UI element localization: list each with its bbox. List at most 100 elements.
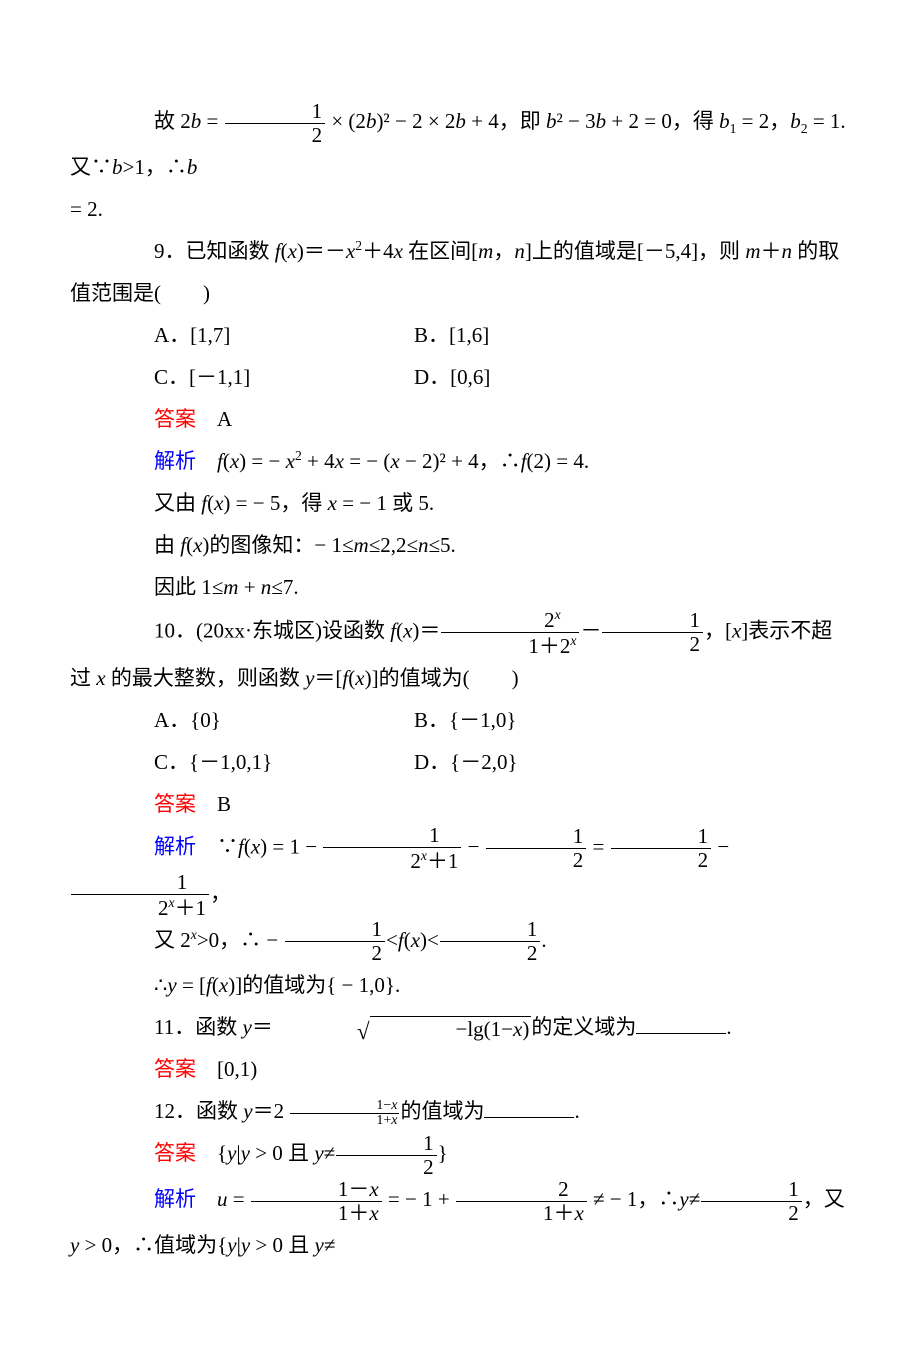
text: > 0 且 [250, 1233, 314, 1257]
q10-option-c: C．{－1,0,1} [154, 741, 414, 783]
text: = − [246, 449, 285, 473]
frac-half: 12 [486, 826, 587, 871]
text: ≤7. [271, 575, 298, 599]
text: 因此 1≤ [154, 575, 223, 599]
den-a: 2 [158, 896, 169, 920]
var-f: f [238, 834, 244, 858]
var-x: x [369, 1201, 378, 1225]
frac-half: 12 [602, 610, 703, 655]
num: 1 [701, 1179, 802, 1202]
q9-options: A．[1,7] B．[1,6] C．[－1,1] D．[0,6] [154, 314, 850, 398]
text: 10．(20xx·东城区)设函数 [154, 618, 390, 642]
q10-analysis-l3: ∴y = [f(x)]的值域为{ − 1,0}. [70, 964, 850, 1006]
den: 2 [611, 849, 712, 871]
text: ，又 [803, 1187, 845, 1211]
var-n: n [418, 533, 429, 557]
var-y: y [314, 1233, 323, 1257]
frac-half: 12 [225, 101, 326, 146]
text: ≤2,2≤ [369, 533, 418, 557]
frac-half: 12 [701, 1179, 802, 1224]
var-y: y [314, 1141, 323, 1165]
var-x: x [286, 449, 295, 473]
var-b: b [546, 109, 557, 133]
analysis-label: 解析 [154, 834, 196, 858]
answer-label: 答案 [154, 1141, 196, 1165]
text: 的图像知：− 1≤ [209, 533, 353, 557]
text: ² − 3 [557, 109, 596, 133]
var-m: m [745, 239, 760, 263]
var-b: b [455, 109, 466, 133]
text: 12．函数 [154, 1099, 243, 1123]
text: ∵ [217, 834, 238, 858]
answer-label: 答案 [154, 1057, 196, 1081]
q9-stem: 9．已知函数 f(x)＝－x2＋4x 在区间[m，n]上的值域是[－5,4]，则… [70, 230, 850, 314]
var-x: x [214, 491, 223, 515]
var-x: x [230, 449, 239, 473]
text: － [580, 618, 601, 642]
text: = [228, 1187, 250, 1211]
text: 9．已知函数 [154, 239, 275, 263]
sqrt-body-a: −lg(1− [456, 1017, 514, 1041]
text: < [427, 928, 439, 952]
sqrt-body-b: ) [522, 1017, 529, 1041]
var-x: x [219, 973, 228, 997]
var-x: x [513, 1017, 522, 1041]
num: 1 [71, 872, 209, 895]
q12-stem: 12．函数 y＝2 1−x1+x的值域为. [70, 1090, 850, 1132]
den: 2 [486, 849, 587, 871]
text: )² − 2 × 2 [376, 109, 455, 133]
var-b: b [191, 109, 202, 133]
blank [484, 1096, 574, 1118]
text: < [386, 928, 398, 952]
var-x: x [96, 666, 105, 690]
var-x: x [346, 239, 355, 263]
var-x: x [335, 449, 344, 473]
var-f: f [180, 533, 186, 557]
var-y: y [243, 1099, 252, 1123]
den-a: 1＋ [543, 1201, 575, 1225]
var-x: x [355, 666, 364, 690]
text: = 1 − [267, 834, 322, 858]
num: 1 [611, 826, 712, 849]
var-x: x [574, 1201, 583, 1225]
var-x: x [411, 928, 420, 952]
text: ，[ [704, 618, 732, 642]
answer-label: 答案 [154, 792, 196, 816]
den: 1＋2 [528, 634, 570, 658]
var-n: n [514, 239, 525, 263]
var-x: x [288, 239, 297, 263]
q10-options: A．{0} B．{－1,0} C．{－1,0,1} D．{－2,0} [154, 699, 850, 783]
var-y: y [679, 1187, 688, 1211]
text: 又 2 [154, 928, 191, 952]
num: 1 [285, 919, 386, 942]
q10-option-a: A．{0} [154, 699, 414, 741]
var-x: x [391, 1113, 397, 1128]
var-x: x [403, 618, 412, 642]
frac-half: 12 [336, 1133, 437, 1178]
text: ＝[ [314, 666, 342, 690]
var-x: x [732, 618, 741, 642]
frac-1-over-2xp1: 12x＋1 [323, 825, 461, 872]
var-m: m [478, 239, 493, 263]
q9-option-a: A．[1,7] [154, 314, 414, 356]
var-y: y [305, 666, 314, 690]
frac-half: 12 [285, 919, 386, 964]
q12-answer: 答案 {y|y > 0 且 y≠12} [70, 1132, 850, 1178]
var-m: m [223, 575, 238, 599]
text: 的最大整数，则函数 [106, 666, 306, 690]
text: (2) = 4. [527, 449, 590, 473]
var-x: x [394, 239, 403, 263]
frac-half: 12 [440, 919, 541, 964]
text: ＝－ [304, 239, 346, 263]
text: + 4，即 [466, 109, 546, 133]
exp-x: x [570, 633, 576, 648]
answer-value: A [217, 407, 232, 431]
text: > 0 且 [250, 1141, 314, 1165]
q9-analysis-l3: 由 f(x)的图像知：− 1≤m≤2,2≤n≤5. [70, 524, 850, 566]
var-f: f [275, 239, 281, 263]
q9-option-d: D．[0,6] [414, 356, 674, 398]
text: = 2. [70, 197, 103, 221]
den: 2 [701, 1202, 802, 1224]
var-f: f [390, 618, 396, 642]
exp-frac: 1−x1+x [290, 1099, 399, 1128]
